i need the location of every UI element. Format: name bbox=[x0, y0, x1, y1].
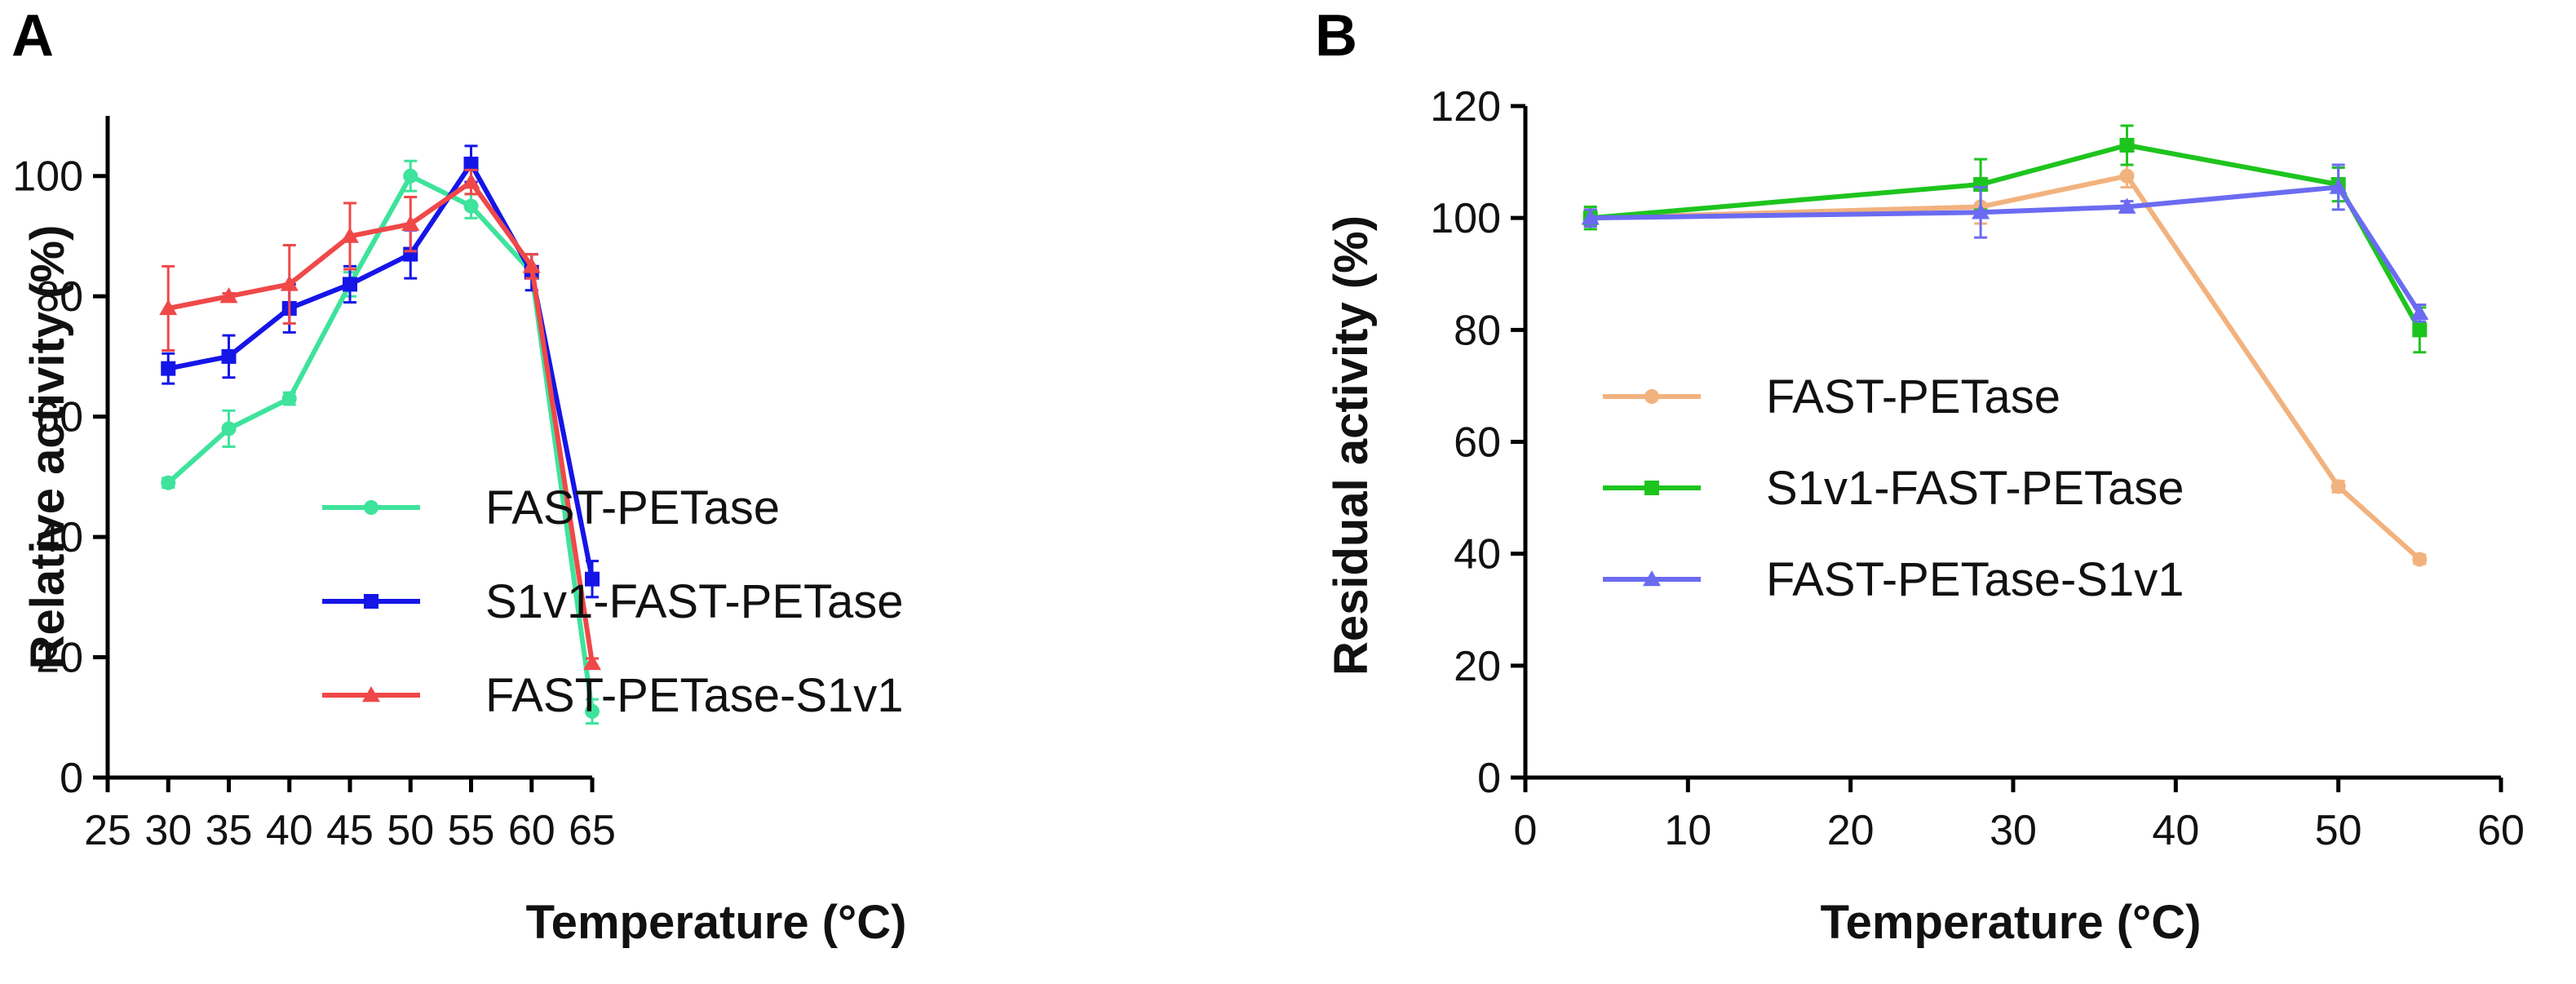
panel-a-series-fast-petase-s1v1-point bbox=[280, 275, 299, 291]
panel-b-series-s1v1-fast-petase-point bbox=[2412, 322, 2428, 338]
panel-b-legend-item-fast-petase-s1v1: FAST-PETase-S1v1 bbox=[1603, 553, 2184, 606]
panel-a-series-fast-petase-s1v1-point bbox=[159, 299, 178, 316]
panel-b-legend-marker bbox=[1644, 389, 1659, 404]
panel-a-series-fast-petase-s1v1-point bbox=[401, 215, 420, 231]
panel-b-x-tick-label: 40 bbox=[2152, 807, 2199, 854]
panel-a-legend-label: S1v1-FAST-PETase bbox=[485, 575, 904, 628]
panel-b-x-tick-label: 10 bbox=[1664, 807, 1711, 854]
panel-a-legend-item-fast-petase: FAST-PETase bbox=[322, 481, 780, 534]
panel-a-y-axis-title: Relative activity (%) bbox=[21, 225, 74, 670]
panel-a-series-fast-petase-point bbox=[281, 391, 297, 406]
panel-a-x-tick-label: 35 bbox=[206, 807, 253, 854]
panel-a-series-s1v1-fast-petase-point bbox=[161, 361, 176, 376]
panel-b-series-fast-petase-s1v1-point bbox=[1972, 203, 1990, 219]
panel-b: B 0 10 20 30 40 50 60 0 20 40 60 80 100 120 Temperatu… bbox=[1315, 3, 2525, 949]
panel-a-series-fast-petase-s1v1-point bbox=[522, 257, 541, 273]
panel-b-series-s1v1-fast-petase-point bbox=[2119, 138, 2135, 153]
panel-a-legend-item-s1v1-fast-petase: S1v1-FAST-PETase bbox=[322, 575, 904, 628]
panel-a-legend-label: FAST-PETase bbox=[485, 481, 780, 534]
panel-a-y-tick-label: 60 bbox=[36, 394, 83, 441]
panel-a-series-fast-petase-s1v1-point bbox=[462, 173, 480, 189]
panel-a-series-s1v1-fast-petase-point bbox=[463, 156, 479, 171]
panel-a-y-tick-label: 80 bbox=[36, 273, 83, 321]
panel-b-legend-marker bbox=[1643, 570, 1661, 587]
panel-b-series-fast-petase-s1v1-point bbox=[2118, 197, 2136, 214]
panel-b-series-fast-petase-s1v1 bbox=[1581, 163, 2429, 323]
panel-b-y-tick-label: 80 bbox=[1454, 307, 1501, 354]
panel-a-legend-marker bbox=[364, 594, 378, 609]
panel-b-series-fast-petase-s1v1-point bbox=[1581, 209, 1600, 225]
panel-a-y-tick-label: 20 bbox=[36, 635, 83, 682]
panel-a-y-tick-label: 100 bbox=[12, 153, 83, 201]
panel-a-legend-marker bbox=[364, 500, 378, 515]
panel-a-x-axis-title: Temperature (°C) bbox=[526, 896, 907, 949]
panel-a-axes: 25 30 35 40 45 50 55 60 65 0 20 40 60 80 100 bbox=[12, 116, 616, 854]
panel-a-series-fast-petase-s1v1-point bbox=[583, 654, 601, 671]
panel-b-x-tick-label: 60 bbox=[2477, 807, 2525, 854]
panel-a-series-fast-petase bbox=[161, 159, 600, 725]
panel-b-y-tick-label: 0 bbox=[1477, 755, 1501, 802]
panel-b-legend-label: FAST-PETase bbox=[1766, 370, 2060, 423]
panel-b-series-s1v1-fast-petase bbox=[1582, 124, 2428, 354]
panel-a-x-tick-label: 40 bbox=[266, 807, 313, 854]
panel-a-x-tick-label: 55 bbox=[448, 807, 495, 854]
panel-a-legend-marker bbox=[362, 686, 380, 703]
panel-b-x-axis-title: Temperature (°C) bbox=[1821, 896, 2202, 949]
panel-a-series-s1v1-fast-petase-point bbox=[221, 348, 237, 364]
panel-a-series-fast-petase-point bbox=[585, 703, 600, 719]
panel-b-series-fast-petase-point bbox=[2412, 552, 2428, 567]
panel-b-series bbox=[1581, 124, 2429, 567]
panel-b-legend-item-s1v1-fast-petase: S1v1-FAST-PETase bbox=[1603, 462, 2184, 515]
panel-b-y-axis-title: Residual activity (%) bbox=[1325, 215, 1378, 676]
panel-a-y-tick-label: 0 bbox=[60, 755, 83, 802]
panel-b-y-tick-label: 20 bbox=[1454, 643, 1501, 690]
panel-b-y-tick-label: 120 bbox=[1430, 83, 1501, 131]
panel-b-series-fast-petase-s1v1-point bbox=[2329, 178, 2348, 194]
panel-a-series-fast-petase-point bbox=[221, 421, 237, 437]
panel-a-series-fast-petase-s1v1-point bbox=[341, 227, 359, 243]
panel-b-legend-label: FAST-PETase-S1v1 bbox=[1766, 553, 2184, 606]
panel-a-series-fast-petase-s1v1-line bbox=[167, 180, 595, 664]
panel-b-y-tick-label: 60 bbox=[1454, 419, 1501, 467]
panel-a-y-tick-label: 40 bbox=[36, 514, 83, 561]
panel-b-legend-item-fast-petase: FAST-PETase bbox=[1603, 370, 2060, 423]
panel-a-legend-item-fast-petase-s1v1: FAST-PETase-S1v1 bbox=[322, 669, 904, 722]
panel-b-series-fast-petase-s1v1-point bbox=[2410, 304, 2429, 321]
panel-a-series-fast-petase-point bbox=[463, 198, 479, 214]
panel-a-series-fast-petase-s1v1-point bbox=[219, 287, 238, 304]
panel-a-x-tick-label: 50 bbox=[387, 807, 434, 854]
panel-a-series-fast-petase-point bbox=[161, 475, 176, 490]
panel-b-y-tick-label: 40 bbox=[1454, 531, 1501, 578]
panel-a-x-tick-label: 25 bbox=[84, 807, 131, 854]
panel-b-x-tick-label: 0 bbox=[1514, 807, 1538, 854]
panel-a-series-s1v1-fast-petase-point bbox=[343, 277, 357, 292]
panel-b-legend-marker bbox=[1644, 481, 1659, 495]
panel-a-x-tick-label: 65 bbox=[569, 807, 616, 854]
panel-b-series-fast-petase-point bbox=[2330, 479, 2346, 494]
panel-b-legend-label: S1v1-FAST-PETase bbox=[1766, 462, 2184, 515]
panel-b-legend: FAST-PETase S1v1-FAST-PETase FAST-PETase-S… bbox=[1603, 370, 2184, 606]
panel-a-x-tick-label: 45 bbox=[326, 807, 374, 854]
panel-b-series-fast-petase-point bbox=[2119, 168, 2135, 184]
panel-a-series-fast-petase-line bbox=[166, 173, 595, 712]
panel-b-x-tick-label: 30 bbox=[1990, 807, 2037, 854]
panel-b-y-tick-label: 100 bbox=[1430, 195, 1501, 242]
panel-b-x-tick-label: 20 bbox=[1827, 807, 1874, 854]
panel-a-series-fast-petase-point bbox=[403, 168, 418, 184]
panel-a-series-s1v1-fast-petase-point bbox=[585, 571, 600, 587]
panel-a-series-fast-petase-s1v1 bbox=[159, 168, 601, 671]
panel-a: A 25 30 35 40 45 50 55 60 65 0 20 40 60 80 100 Tempera… bbox=[11, 3, 906, 949]
panel-a-legend: FAST-PETase S1v1-FAST-PETase FAST-PETase-S… bbox=[322, 481, 904, 722]
panel-b-label: B bbox=[1315, 3, 1357, 69]
panel-b-series-s1v1-fast-petase-line bbox=[1590, 143, 2422, 331]
panel-b-axes: 0 10 20 30 40 50 60 0 20 40 60 80 100 120 bbox=[1430, 83, 2525, 854]
panel-a-legend-label: FAST-PETase-S1v1 bbox=[485, 669, 904, 722]
panel-b-x-tick-label: 50 bbox=[2315, 807, 2362, 854]
panel-a-series bbox=[159, 144, 601, 725]
panel-a-x-tick-label: 30 bbox=[144, 807, 192, 854]
panel-a-x-tick-label: 60 bbox=[508, 807, 555, 854]
panel-a-label: A bbox=[11, 3, 54, 69]
